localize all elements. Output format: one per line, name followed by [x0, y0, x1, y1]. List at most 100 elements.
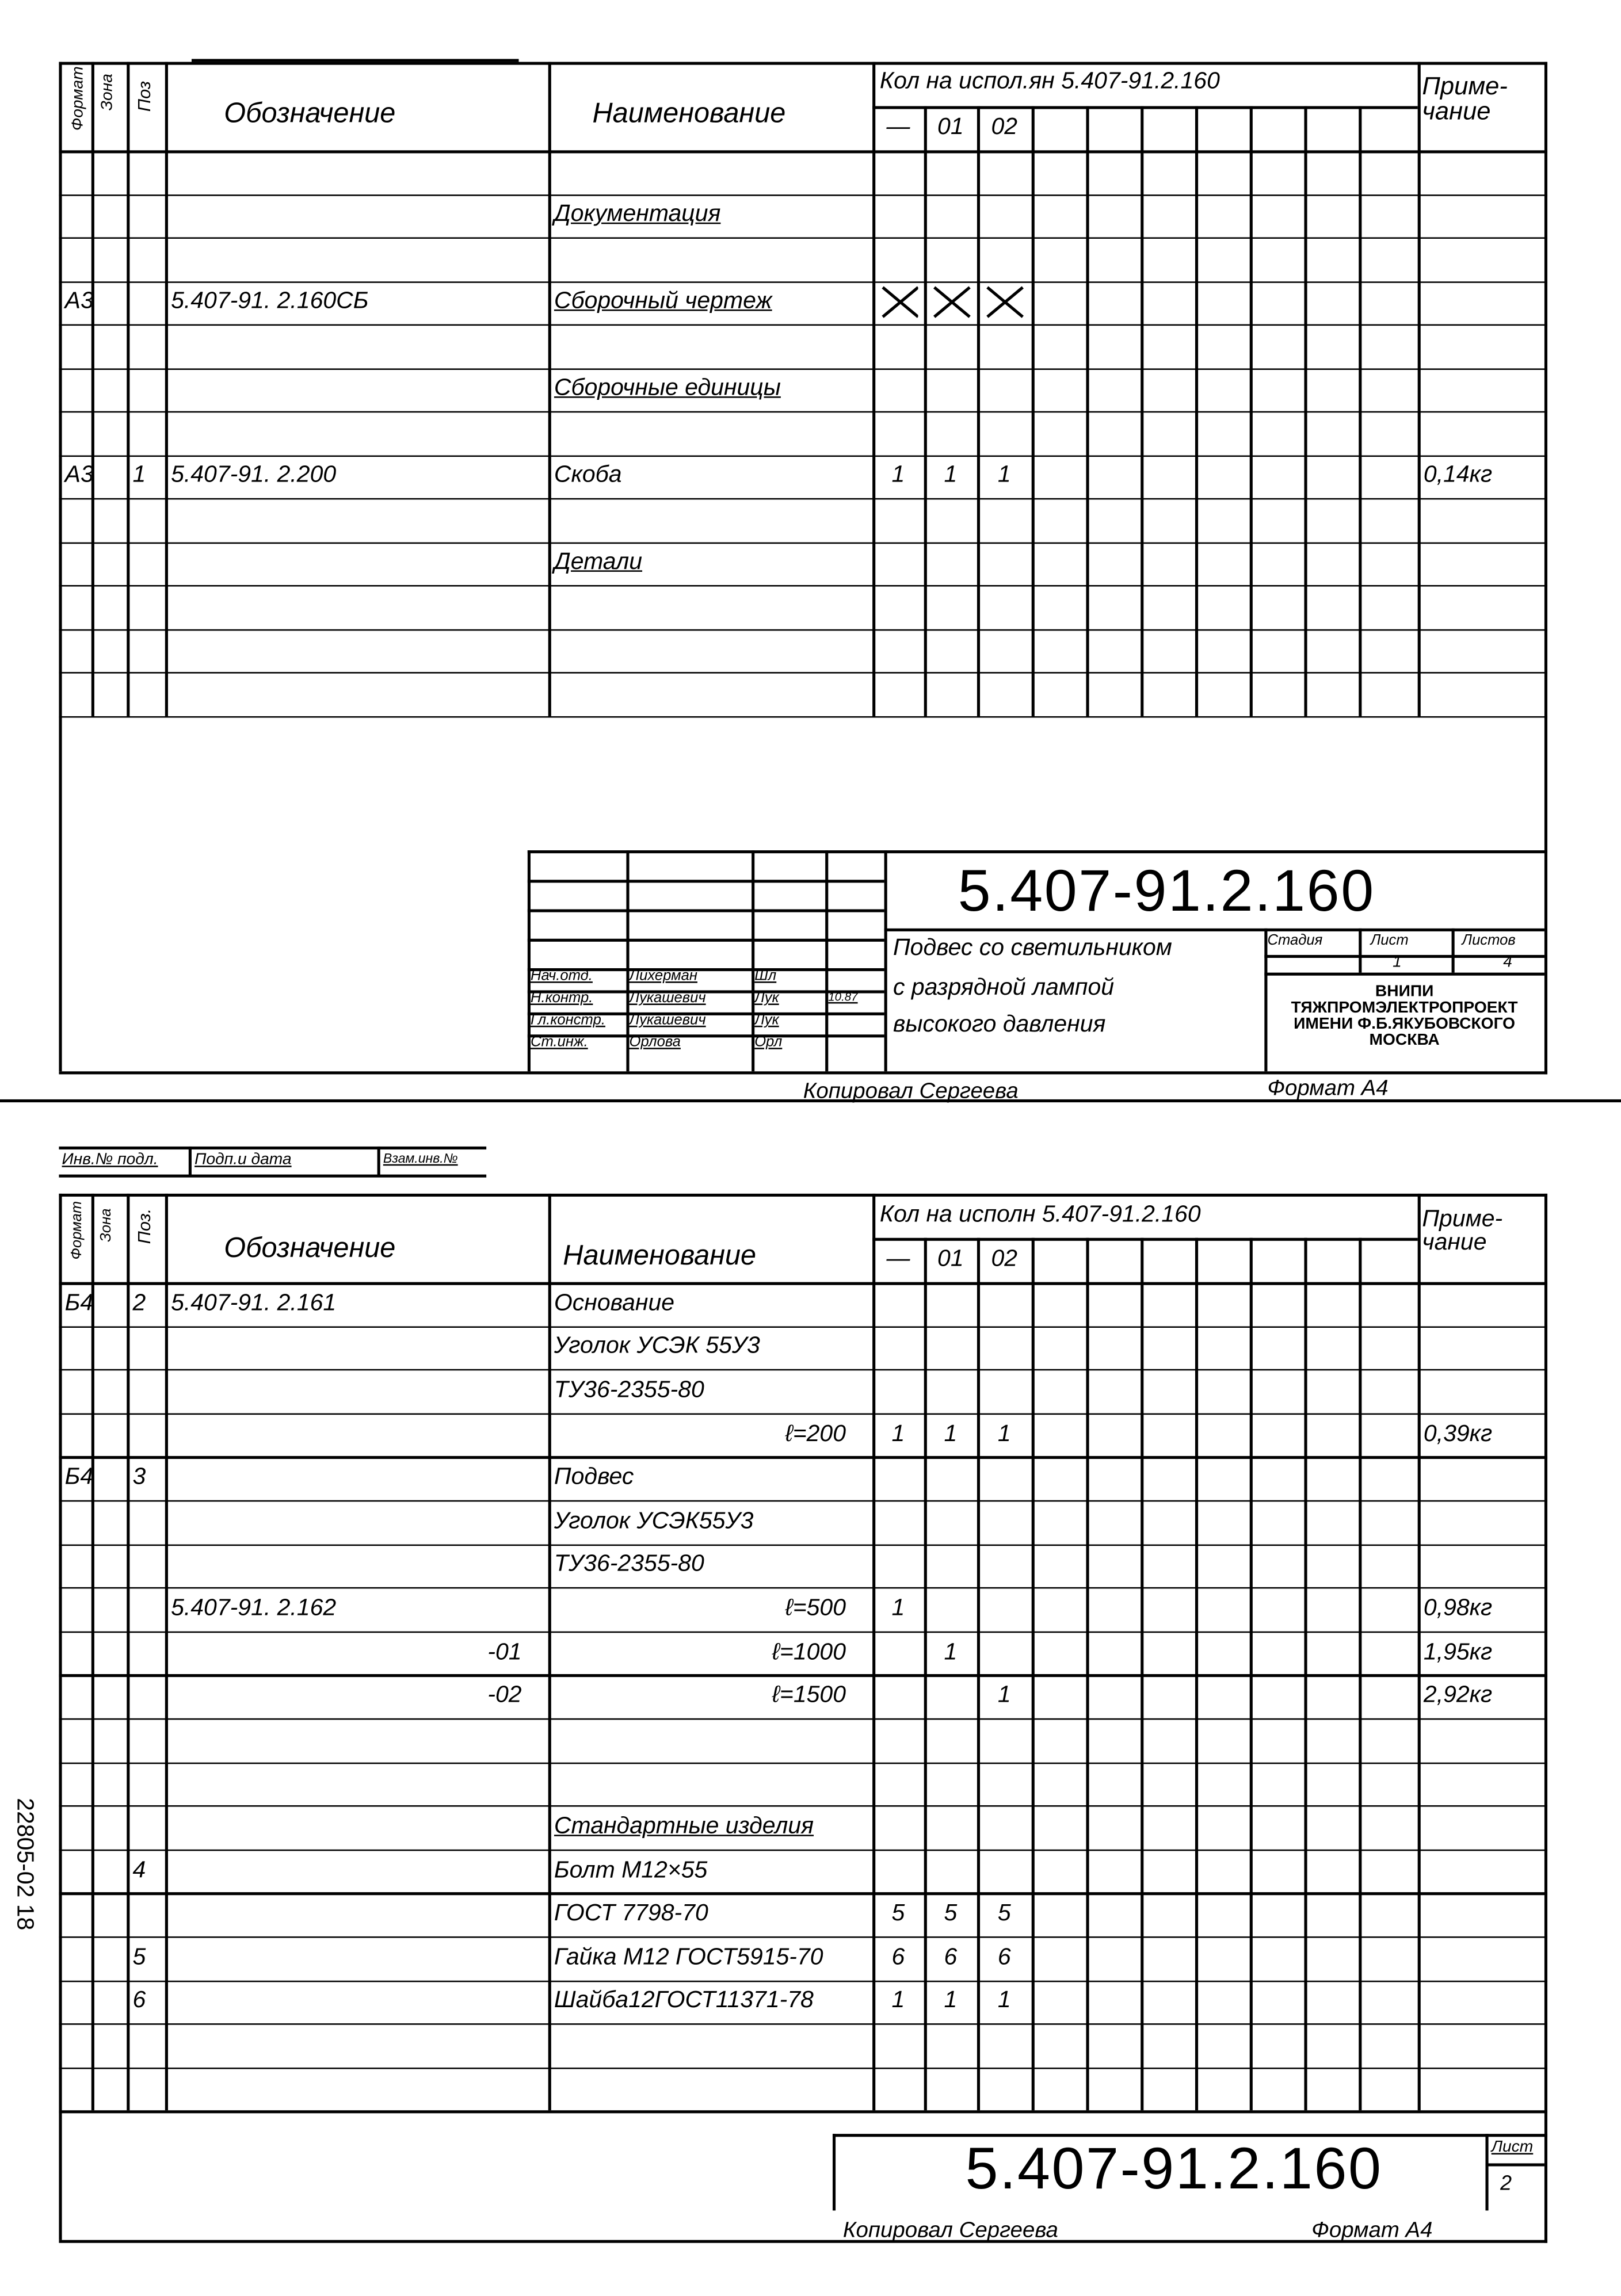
- pos-cell: 4: [132, 1858, 146, 1883]
- org-line: ТЯЖПРОМЭЛЕКТРОПРОЕКТ: [1291, 999, 1518, 1017]
- grid-line: [91, 1193, 94, 2111]
- grid-line: [1086, 1237, 1089, 2111]
- row-line: [59, 1849, 1548, 1851]
- pos-cell: 1: [132, 463, 146, 488]
- signer-name: Орлова: [629, 1034, 681, 1051]
- qty-cell: 5: [997, 1901, 1011, 1927]
- stamp-line: [188, 1146, 191, 1176]
- grid-line: [977, 106, 979, 716]
- pos-cell: 6: [132, 1988, 146, 2014]
- qty-cell: 6: [891, 1944, 905, 1970]
- grid-line: [1264, 972, 1544, 976]
- grid-line: [1485, 2134, 1488, 2211]
- name-cell: ℓ=200: [785, 1421, 846, 1447]
- signature: Шл: [754, 968, 777, 985]
- pos-cell: 5: [132, 1944, 146, 1970]
- row-line: [59, 280, 1548, 283]
- header-format: Формат: [69, 1201, 86, 1260]
- grid-line: [127, 1193, 129, 2111]
- format-label: Формат А4: [1267, 1075, 1389, 1101]
- designation-cell: 5.407-91. 2.200: [171, 463, 337, 488]
- row-line: [59, 454, 1548, 457]
- format-cell: Б4: [64, 1290, 91, 1316]
- row-line: [59, 1587, 1548, 1590]
- grid-line: [1304, 1237, 1307, 2111]
- signer-role: Нач.отд.: [530, 968, 593, 985]
- margin-note: 22805-02 18: [12, 1798, 37, 1931]
- sheets-label: Листов: [1462, 933, 1516, 949]
- organization: ВНИПИ ТЯЖПРОМЭЛЕКТРОПРОЕКТ ИМЕНИ Ф.Б.ЯКУ…: [1264, 984, 1544, 1049]
- signer-name: Лукашевич: [629, 1012, 706, 1029]
- stamp-line: [59, 1146, 487, 1149]
- title-block-left: [832, 2134, 836, 2211]
- grid-line: [527, 990, 884, 993]
- grid-line: [527, 968, 884, 971]
- grid-line: [1359, 106, 1361, 716]
- header-note: Приме-чание: [1422, 1206, 1503, 1256]
- frame-right: [1544, 1193, 1548, 2243]
- copied-by: Копировал Сергеева: [803, 1079, 1019, 1104]
- signer-name: Лихерман: [629, 968, 697, 985]
- grid-line: [1264, 954, 1544, 957]
- designation-cell: -02: [487, 1683, 522, 1709]
- row-line: [59, 1718, 1548, 1721]
- qty-col-header: 02: [991, 114, 1018, 140]
- stamp-line: [377, 1146, 380, 1176]
- row-line: [59, 1500, 1548, 1503]
- grid-line: [1417, 62, 1420, 716]
- pos-cell: 2: [132, 1290, 146, 1316]
- designation-cell: 5.407-91. 2.162: [171, 1596, 337, 1621]
- grid-line: [752, 850, 754, 1072]
- row-line: [59, 1980, 1548, 1982]
- signature: Лук: [754, 990, 779, 1007]
- signature: Лук: [754, 1012, 779, 1029]
- header-bottom: [59, 150, 1548, 154]
- qty-cell: 1: [944, 463, 958, 488]
- name-cell: Стандартные изделия: [554, 1814, 814, 1839]
- signer-role: Гл.констр.: [530, 1012, 605, 1029]
- note-cell: 1,95кг: [1423, 1640, 1493, 1665]
- grid-line: [527, 880, 884, 883]
- qty-cell: 1: [944, 1640, 958, 1665]
- header-qty-title: Кол на испол.ян 5.407-91.2.160: [879, 69, 1220, 94]
- name-cell: ТУ36-2355-80: [554, 1378, 704, 1403]
- cross-icon: [924, 281, 977, 324]
- signer-role: Ст.инж.: [530, 1034, 588, 1051]
- title-block-left: [527, 850, 531, 1072]
- signer-date: 10.87: [828, 990, 858, 1004]
- qty-col-header: 02: [991, 1247, 1018, 1272]
- org-line: ВНИПИ: [1375, 983, 1434, 1001]
- header-pos: Поз: [134, 81, 155, 112]
- qty-cell: 1: [944, 1988, 958, 2014]
- grid-line: [1031, 106, 1034, 716]
- grid-line: [977, 1237, 979, 2111]
- qty-cell: 1: [997, 1421, 1011, 1447]
- cross-icon: [977, 281, 1032, 324]
- row-line: [59, 1631, 1548, 1633]
- qty-cell: 6: [997, 1944, 1011, 1970]
- header-designation: Обозначение: [224, 1233, 396, 1264]
- header-pos: Поз.: [134, 1208, 155, 1244]
- signer-name: Лукашевич: [629, 990, 706, 1007]
- row-line: [59, 1325, 1548, 1328]
- copied-by: Копировал Сергеева: [842, 2218, 1058, 2243]
- row-line: [59, 324, 1548, 326]
- format-label: Формат А4: [1311, 2218, 1433, 2243]
- grid-line: [872, 1193, 875, 2111]
- row-line: [59, 193, 1548, 196]
- title-line-3: высокого давления: [892, 1012, 1106, 1038]
- grid-line: [825, 850, 828, 1072]
- qty-cell: 5: [891, 1901, 905, 1927]
- name-cell: ℓ=500: [785, 1596, 846, 1621]
- grid-line: [1451, 928, 1454, 973]
- grid-line: [1249, 106, 1252, 716]
- qty-cell: 1: [997, 463, 1011, 488]
- note-cell: 0,39кг: [1423, 1421, 1493, 1447]
- qty-cell: 6: [944, 1944, 958, 1970]
- header-qty-title: Кол на исполн 5.407-91.2.160: [879, 1202, 1201, 1228]
- grid-line: [1141, 106, 1143, 716]
- frame-top: [59, 1193, 1548, 1197]
- designation-cell: -01: [487, 1640, 522, 1665]
- grid-line: [527, 1034, 884, 1037]
- qty-cell: 1: [891, 1596, 905, 1621]
